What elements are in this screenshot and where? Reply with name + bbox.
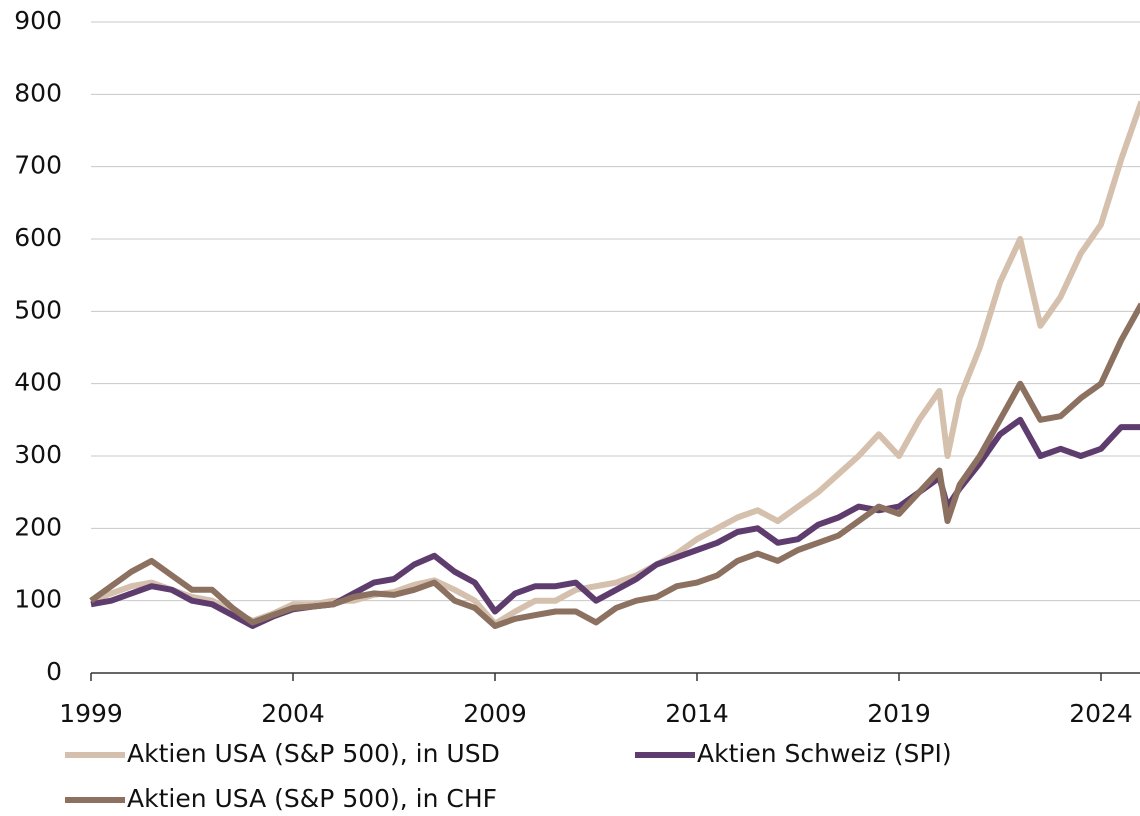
series-line [89,100,1140,627]
x-tick-label: 2009 [463,699,527,728]
x-tick-label: 2019 [867,699,931,728]
y-tick-label: 800 [14,78,62,107]
x-tick-label: 2004 [261,699,325,728]
y-tick-label: 0 [46,657,62,686]
y-tick-label: 100 [14,585,62,614]
y-tick-label: 200 [14,512,62,541]
x-tick-label: 2014 [665,699,729,728]
y-tick-label: 600 [14,223,62,252]
y-tick-label: 700 [14,151,62,180]
y-tick-label: 500 [14,295,62,324]
x-tick-label: 1999 [59,699,123,728]
legend-label: Aktien Schweiz (SPI) [697,739,952,768]
y-tick-label: 300 [14,440,62,469]
y-tick-label: 400 [14,368,62,397]
y-tick-label: 900 [14,6,62,35]
legend-label: Aktien USA (S&P 500), in USD [127,739,500,768]
x-tick-label: 2024 [1069,699,1133,728]
series-line [89,302,1140,629]
legend-label: Aktien USA (S&P 500), in CHF [127,784,497,813]
